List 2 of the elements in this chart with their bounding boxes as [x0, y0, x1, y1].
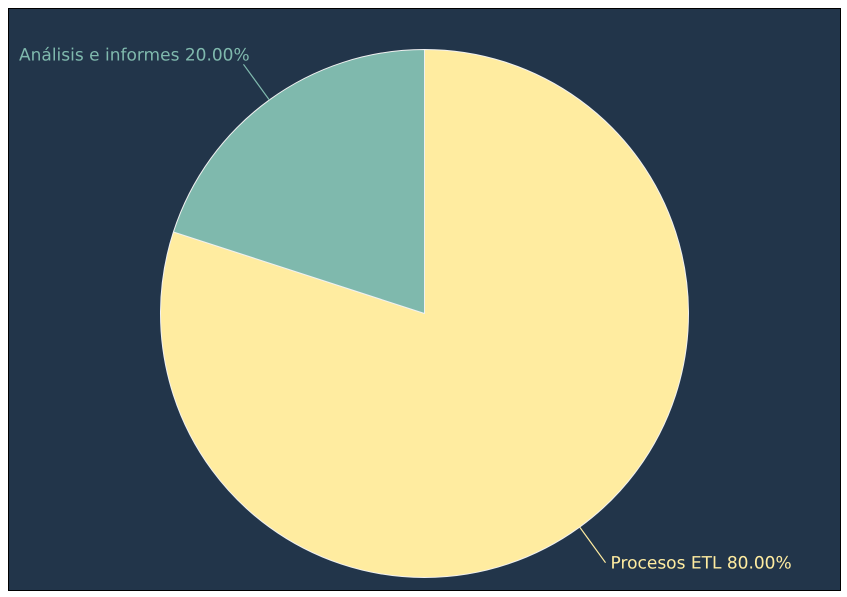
slice-label: Análisis e informes 20.00% [19, 45, 250, 66]
slice-label: Procesos ETL 80.00% [610, 554, 792, 574]
